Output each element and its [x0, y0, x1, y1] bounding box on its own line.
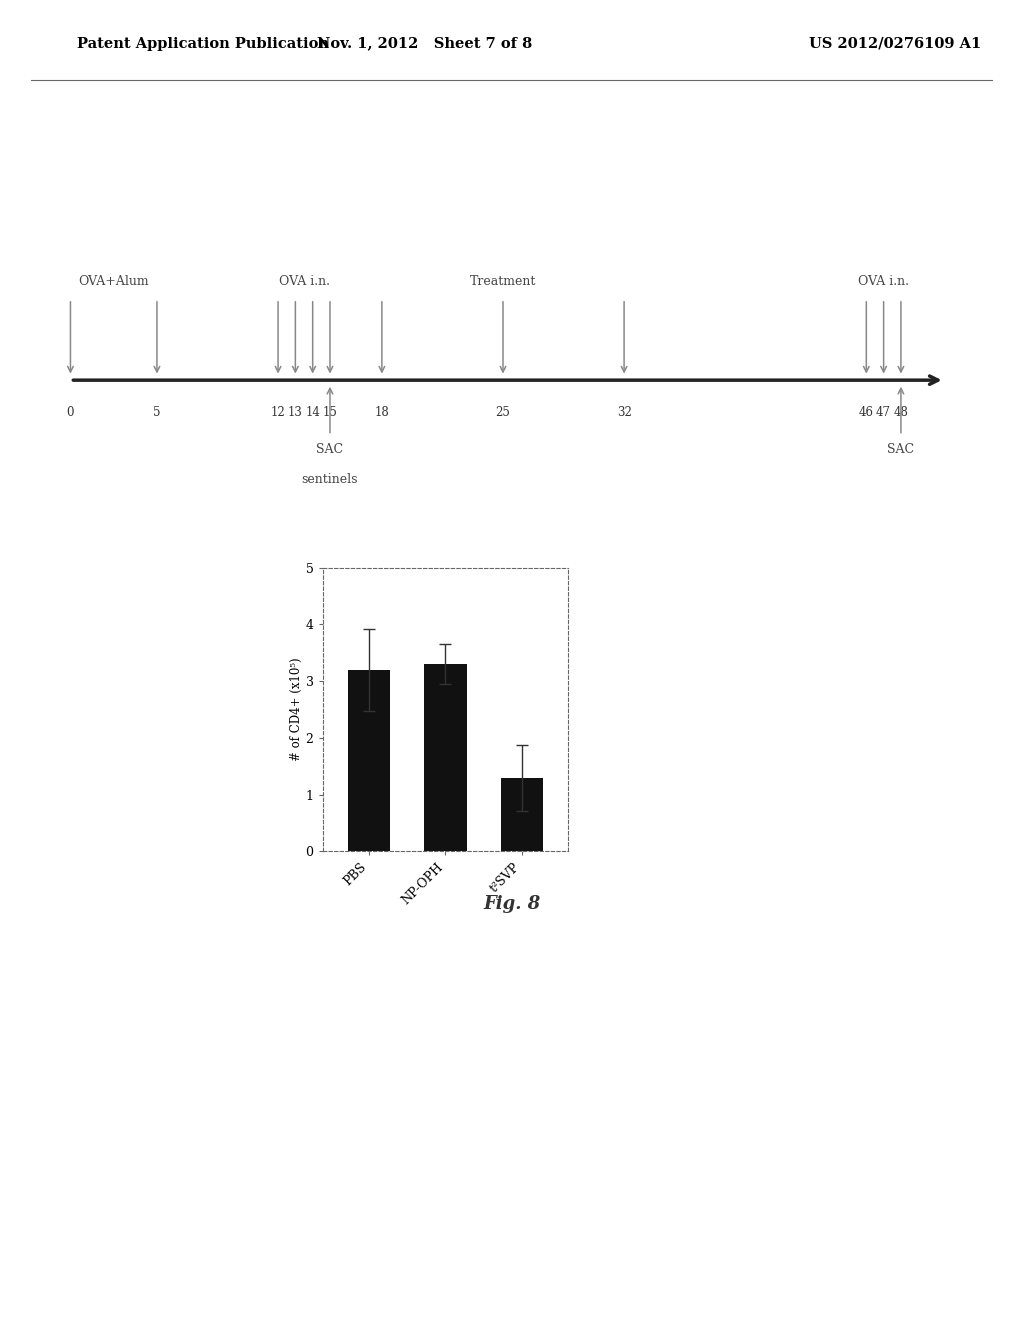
Text: 25: 25 [496, 407, 510, 418]
Text: OVA i.n.: OVA i.n. [858, 275, 909, 288]
Text: OVA+Alum: OVA+Alum [79, 275, 150, 288]
Text: Treatment: Treatment [470, 275, 537, 288]
Text: Fig. 8: Fig. 8 [483, 895, 541, 913]
Text: OVA i.n.: OVA i.n. [279, 275, 330, 288]
Text: US 2012/0276109 A1: US 2012/0276109 A1 [809, 37, 981, 50]
Y-axis label: # of CD4+ (x10⁵): # of CD4+ (x10⁵) [290, 657, 303, 762]
Bar [424, 664, 467, 851]
Bar [501, 777, 544, 851]
Text: 47: 47 [877, 407, 891, 418]
Text: SAC: SAC [316, 444, 343, 455]
Text: 12: 12 [270, 407, 286, 418]
Text: 46: 46 [859, 407, 873, 418]
Text: 48: 48 [894, 407, 908, 418]
Text: 15: 15 [323, 407, 338, 418]
Bar [347, 669, 390, 851]
Text: 5: 5 [154, 407, 161, 418]
Text: 14: 14 [305, 407, 321, 418]
Text: Nov. 1, 2012   Sheet 7 of 8: Nov. 1, 2012 Sheet 7 of 8 [317, 37, 532, 50]
Text: 13: 13 [288, 407, 303, 418]
Text: 0: 0 [67, 407, 74, 418]
Text: sentinels: sentinels [302, 473, 358, 486]
Text: Patent Application Publication: Patent Application Publication [77, 37, 329, 50]
Text: 18: 18 [375, 407, 389, 418]
Text: SAC: SAC [888, 444, 914, 455]
Text: 32: 32 [616, 407, 632, 418]
